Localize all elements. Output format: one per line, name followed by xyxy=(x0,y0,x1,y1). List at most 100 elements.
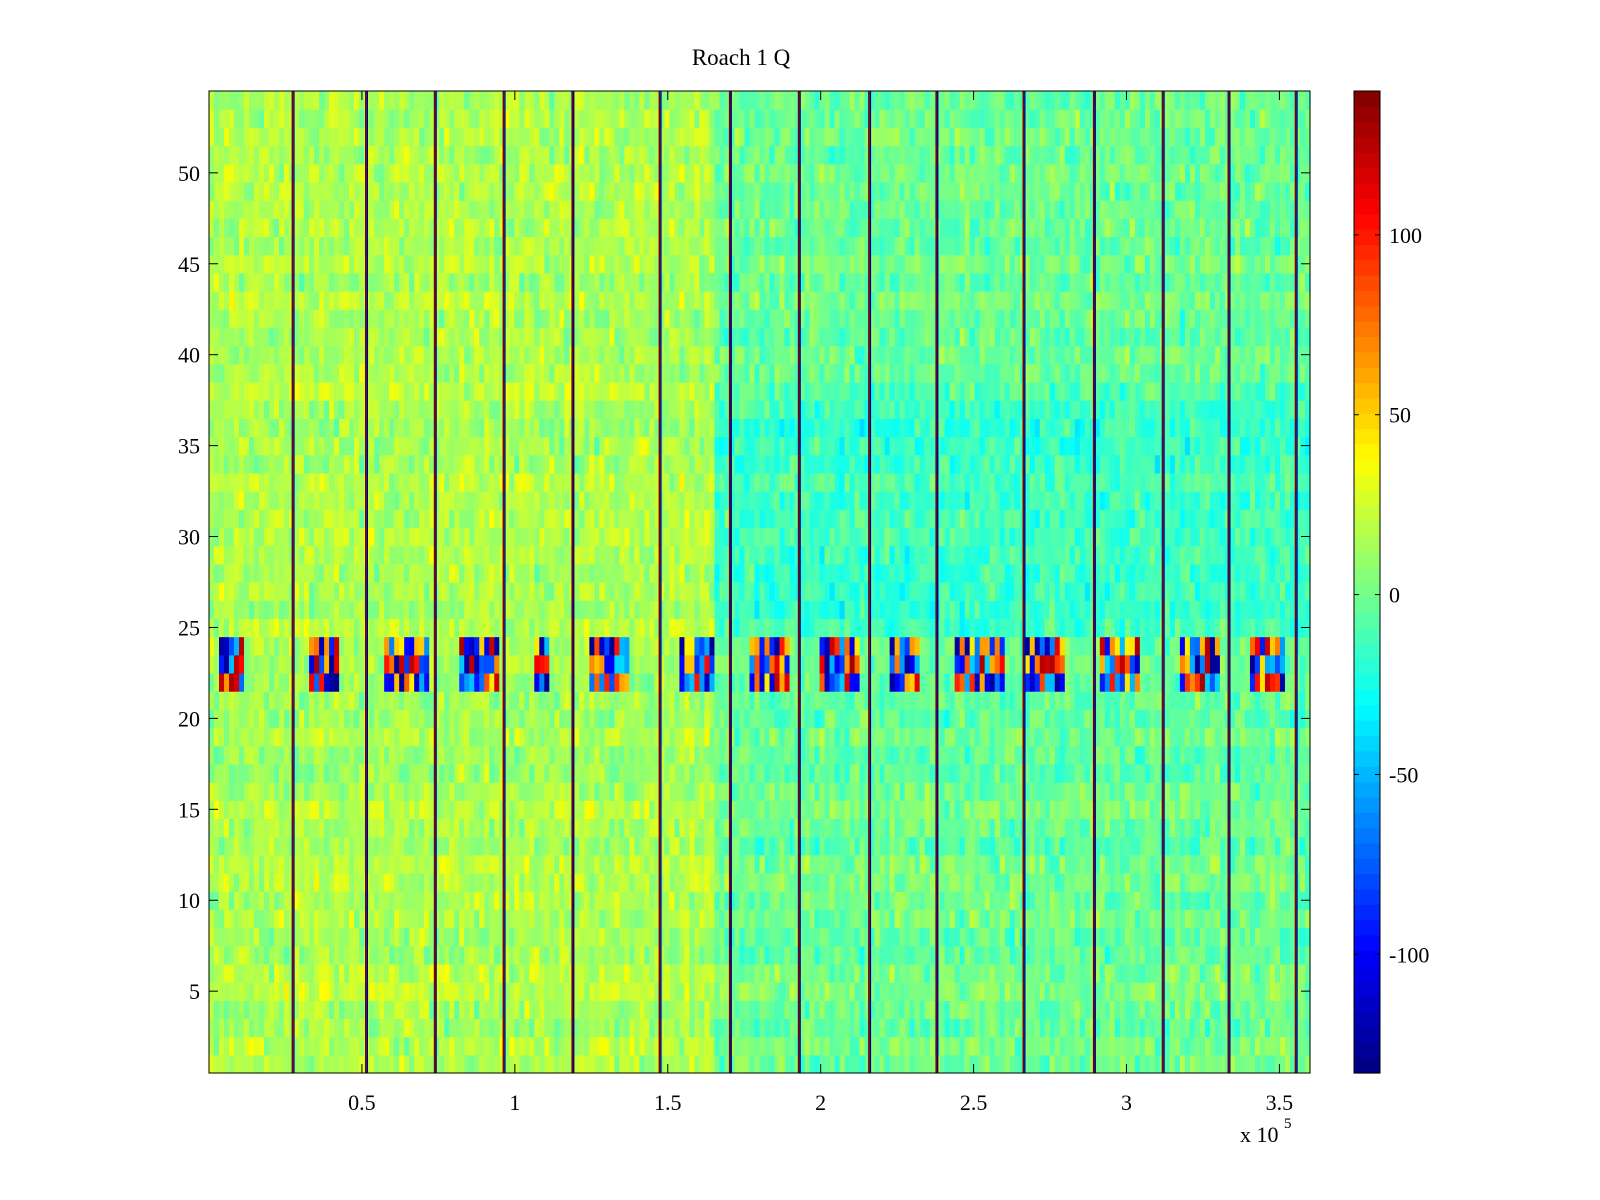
heatmap-cell xyxy=(769,782,776,801)
heatmap-cell xyxy=(1149,1000,1156,1020)
heatmap-cell xyxy=(1284,982,1291,1001)
heatmap-cell xyxy=(554,800,560,820)
heatmap-cell xyxy=(1114,745,1121,765)
heatmap-cell xyxy=(889,854,896,874)
heatmap-cell xyxy=(599,854,605,874)
heatmap-cell xyxy=(1014,782,1021,801)
heatmap-cell xyxy=(884,963,891,983)
heatmap-cell xyxy=(884,1000,891,1020)
heatmap-cell xyxy=(979,982,986,1001)
heatmap-cell xyxy=(1034,927,1041,947)
heatmap-cell xyxy=(744,891,751,910)
heatmap-cell xyxy=(329,691,335,710)
heatmap-cell xyxy=(1199,763,1206,783)
heatmap-cell xyxy=(1194,782,1201,801)
heatmap-cell xyxy=(699,872,706,892)
heatmap-cell xyxy=(464,818,470,838)
heatmap-cell xyxy=(299,872,305,892)
heatmap-cell xyxy=(479,691,485,710)
heatmap-cell xyxy=(244,1018,250,1038)
heatmap-cell xyxy=(904,854,911,874)
heatmap-cell xyxy=(1219,872,1226,892)
heatmap-cell xyxy=(964,982,971,1001)
heatmap-cell xyxy=(784,782,791,801)
heatmap-cell xyxy=(604,745,610,765)
heatmap-cell xyxy=(549,872,555,892)
heatmap-cell xyxy=(1294,691,1301,710)
heatmap-cell xyxy=(459,854,465,874)
heatmap-cell xyxy=(389,1054,395,1074)
heatmap-cell xyxy=(369,691,375,710)
heatmap-cell xyxy=(714,909,721,929)
heatmap-cell xyxy=(474,672,480,692)
heatmap-cell xyxy=(724,818,731,838)
heatmap-cell xyxy=(644,909,650,929)
heatmap-cell xyxy=(529,1036,535,1056)
heatmap-cell xyxy=(494,927,500,947)
heatmap-cell xyxy=(674,800,681,820)
heatmap-cell xyxy=(409,1000,415,1020)
heatmap-cell xyxy=(549,654,555,674)
heatmap-cell xyxy=(1274,818,1281,838)
heatmap-cell xyxy=(629,709,635,729)
heatmap-cell xyxy=(914,672,921,692)
heatmap-cell xyxy=(814,691,821,710)
heatmap-cell xyxy=(974,745,981,765)
heatmap-cell xyxy=(359,982,365,1001)
heatmap-cell xyxy=(269,745,275,765)
heatmap-cell xyxy=(544,727,550,747)
heatmap-cell xyxy=(369,872,375,892)
heatmap-cell xyxy=(464,891,470,910)
heatmap-cell xyxy=(839,1000,846,1020)
heatmap-cell xyxy=(864,945,871,965)
heatmap-cell xyxy=(1274,782,1281,801)
heatmap-cell xyxy=(874,963,881,983)
heatmap-cell xyxy=(904,963,911,983)
heatmap-cell xyxy=(439,1054,445,1074)
heatmap-cell xyxy=(514,709,520,729)
heatmap-cell xyxy=(594,763,600,783)
heatmap-cell xyxy=(799,945,806,965)
heatmap-cell xyxy=(1299,1054,1306,1074)
heatmap-cell xyxy=(1189,727,1196,747)
heatmap-cell xyxy=(929,727,936,747)
heatmap-cell xyxy=(484,963,490,983)
heatmap-cell xyxy=(729,818,736,838)
heatmap-cell xyxy=(814,909,821,929)
heatmap-cell xyxy=(1094,945,1101,965)
heatmap-cell xyxy=(484,927,490,947)
heatmap-cell xyxy=(964,800,971,820)
heatmap-cell xyxy=(554,1054,560,1074)
heatmap-cell xyxy=(639,654,645,674)
heatmap-cell xyxy=(764,691,771,710)
heatmap-cell xyxy=(774,945,781,965)
heatmap-cell xyxy=(854,891,861,910)
heatmap-cell xyxy=(589,800,595,820)
heatmap-cell xyxy=(1279,1018,1286,1038)
heatmap-cell xyxy=(1029,945,1036,965)
heatmap-cell xyxy=(259,1054,265,1074)
heatmap-cell xyxy=(469,691,475,710)
heatmap-cell xyxy=(354,672,360,692)
heatmap-cell xyxy=(1009,909,1016,929)
heatmap-cell xyxy=(824,1054,831,1074)
heatmap-cell xyxy=(439,927,445,947)
heatmap-cell xyxy=(539,909,545,929)
heatmap-cell xyxy=(594,1054,600,1074)
heatmap-cell xyxy=(559,1054,565,1074)
heatmap-cell xyxy=(574,763,580,783)
heatmap-cell xyxy=(514,1000,520,1020)
heatmap-cell xyxy=(619,854,625,874)
heatmap-cell xyxy=(654,763,660,783)
heatmap-cell xyxy=(529,1054,535,1074)
heatmap-cell xyxy=(1059,1018,1066,1038)
heatmap-cell xyxy=(599,836,605,856)
heatmap-cell xyxy=(559,709,565,729)
heatmap-cell xyxy=(949,672,956,692)
heatmap-cell xyxy=(879,927,886,947)
heatmap-cell xyxy=(1184,1036,1191,1056)
heatmap-cell xyxy=(824,654,831,674)
heatmap-cell xyxy=(599,727,605,747)
heatmap-cell xyxy=(889,818,896,838)
heatmap-cell xyxy=(314,782,320,801)
